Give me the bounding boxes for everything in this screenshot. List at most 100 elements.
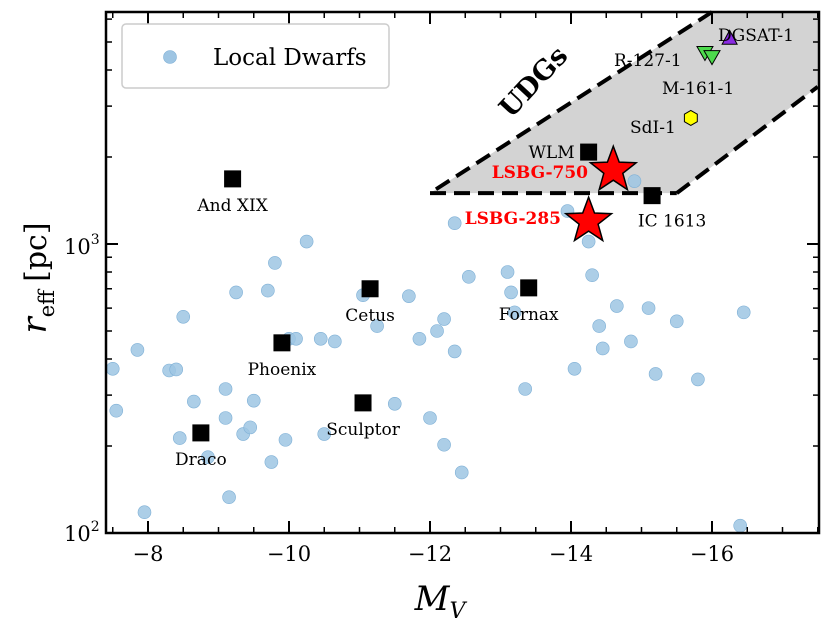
label-lsbg-750: LSBG-750 [492, 163, 588, 183]
local-dwarf-point [733, 518, 748, 533]
x-tick-label: −16 [690, 542, 734, 566]
local-dwarf-point [669, 314, 684, 329]
label-and-xix: And XIX [196, 196, 268, 216]
local-dwarf-point [627, 174, 642, 188]
local-dwarf-point [328, 334, 342, 349]
local-dwarf-point [430, 324, 444, 338]
local-dwarf-point [370, 319, 384, 333]
local-dwarf-point [736, 305, 751, 320]
marker-sculptor [354, 394, 372, 412]
local-dwarf-point [500, 265, 515, 279]
local-dwarf-point [222, 490, 236, 505]
y-axis-title: reff[pc] [15, 222, 59, 333]
local-dwarf-point [447, 216, 462, 231]
local-dwarf-point [504, 285, 518, 300]
marker-lsbg-750 [588, 144, 639, 192]
label-m-161-1: M-161-1 [662, 79, 734, 99]
y-tick-label-100: 102 [64, 519, 100, 546]
local-dwarf-point [278, 433, 293, 447]
marker-phoenix [273, 334, 291, 352]
label-draco: Draco [175, 450, 227, 470]
local-dwarf-point [187, 394, 201, 409]
local-dwarf-point [402, 289, 416, 303]
marker-ic-1613 [643, 187, 661, 205]
local-dwarf-point [624, 334, 638, 349]
local-dwarf-point [447, 344, 462, 359]
local-dwarf-point [137, 505, 152, 520]
label-sculptor: Sculptor [326, 420, 401, 440]
local-dwarf-point [201, 450, 215, 464]
local-dwarf-point [176, 309, 191, 324]
label-ic-1613: IC 1613 [638, 212, 706, 232]
local-dwarf-point [130, 343, 145, 357]
legend-box [121, 23, 390, 89]
marker-fornax [520, 279, 538, 297]
legend-marker-local-dwarfs [163, 50, 177, 64]
local-dwarf-point [105, 361, 120, 376]
local-dwarf-point [109, 403, 124, 418]
local-dwarf-point [246, 393, 261, 408]
local-dwarf-point [261, 283, 275, 298]
label-dgsat-1: DGSAT-1 [718, 26, 794, 46]
udg-left-edge [428, 10, 714, 195]
label-r-127-1: R-127-1 [614, 51, 682, 71]
marker-dgsat-1 [721, 29, 738, 45]
udg-region-fill [430, 12, 818, 194]
local-dwarf-point [592, 319, 607, 333]
marker-lsbg-285 [563, 194, 614, 243]
marker-m-161-1 [703, 50, 721, 66]
legend: Local Dwarfs [121, 23, 390, 89]
local-dwarfs-layer [105, 174, 751, 533]
x-tick-label: −12 [408, 542, 452, 566]
local-dwarf-point [507, 305, 522, 320]
marker-cetus [361, 280, 379, 298]
udg-right-edge [675, 85, 819, 195]
x-tick-label: −8 [133, 542, 164, 566]
local-dwarf-point [317, 427, 332, 441]
local-dwarf-point [229, 285, 243, 300]
y-tick-label-1000: 103 [64, 232, 100, 259]
local-dwarf-point [172, 431, 187, 445]
named-dwarfs-layer: And XIX Draco Phoenix Cetus Sculptor Fornax WL… [175, 143, 706, 470]
local-dwarf-point [691, 372, 705, 387]
lsbg-layer: LSBG-750 LSBG-285 [465, 144, 639, 243]
local-dwarf-point [218, 382, 233, 396]
label-wlm: WLM [528, 143, 574, 163]
label-phoenix: Phoenix [248, 360, 317, 380]
local-dwarf-point [264, 455, 279, 469]
local-dwarf-point [289, 331, 303, 346]
label-lsbg-285: LSBG-285 [465, 209, 561, 229]
marker-draco [192, 424, 210, 442]
local-dwarf-point [169, 362, 183, 377]
local-dwarf-point [518, 382, 532, 396]
local-dwarf-point [243, 420, 258, 435]
local-dwarf-point [412, 331, 427, 346]
local-dwarf-point [461, 270, 476, 284]
x-tick-label: −10 [267, 542, 311, 566]
label-cetus: Cetus [345, 306, 395, 326]
local-dwarf-point [581, 234, 596, 249]
local-dwarf-point [313, 331, 328, 346]
label-fornax: Fornax [499, 305, 559, 325]
axis-ticks: −8 −10 −12 −14 −16 [106, 12, 819, 566]
x-axis-title: MV [414, 579, 468, 624]
local-dwarf-point [595, 341, 610, 356]
marker-wlm [580, 143, 598, 161]
legend-label-local-dwarfs: Local Dwarfs [213, 45, 367, 71]
local-dwarf-point [268, 256, 282, 270]
local-dwarf-point [423, 411, 437, 425]
marker-and-xix [224, 170, 242, 188]
local-dwarf-point [585, 268, 599, 282]
x-tick-label: −14 [549, 542, 593, 566]
local-dwarf-point [218, 411, 233, 425]
local-dwarf-point [567, 361, 582, 376]
local-dwarf-point [648, 367, 663, 381]
label-sdi-1: SdI-1 [630, 118, 676, 138]
local-dwarf-point [387, 396, 402, 411]
marker-sdi-1 [683, 109, 698, 126]
local-dwarf-point [610, 299, 624, 313]
local-dwarf-point [454, 465, 469, 480]
local-dwarf-point [641, 301, 656, 315]
udg-objects-layer: DGSAT-1 R-127-1 M-161-1 SdI-1 [614, 26, 794, 138]
